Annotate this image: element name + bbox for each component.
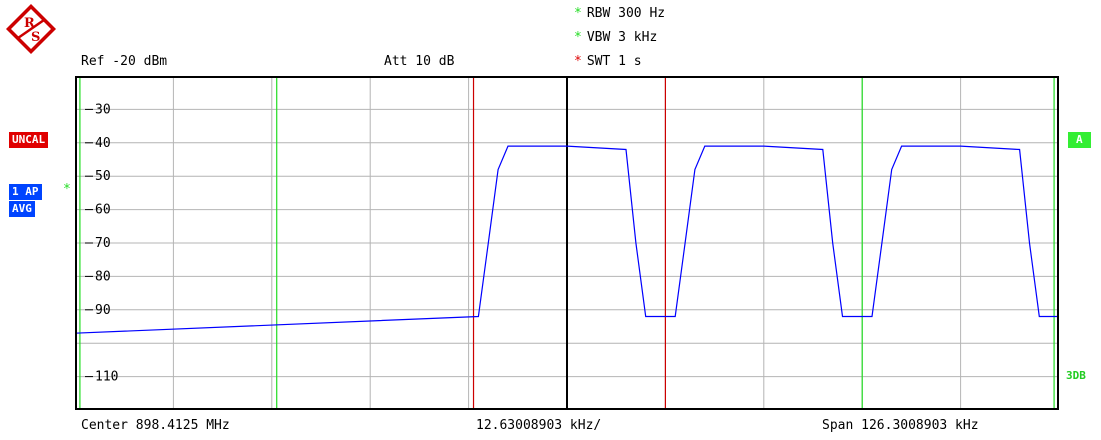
y-tick-label: 50 [95,169,111,184]
vbw-setting[interactable]: * VBW 3 kHz [574,30,658,45]
markers [79,76,1055,410]
y-tick-label: 80 [95,269,111,284]
svg-text:S: S [31,30,40,45]
svg-text:R: R [24,16,35,31]
asterisk-icon: * [63,182,71,197]
asterisk-icon: * [574,6,582,21]
trace-detector-badge[interactable]: 1 AP [9,184,42,200]
rbw-setting[interactable]: * RBW 300 Hz [574,6,666,21]
limit-3db-label: 3DB [1066,369,1086,382]
y-tick-label: 30 [95,102,111,117]
asterisk-icon: * [574,54,582,69]
span-label: Span 126.3008903 kHz [822,418,979,433]
y-tick-label: 70 [95,236,111,251]
trace-a-badge[interactable]: A [1068,132,1091,148]
ref-level-label: Ref -20 dBm [81,54,168,69]
trace-mode-badge[interactable]: AVG [9,201,35,217]
y-tick-label: 90 [95,303,111,318]
y-tick-label: 110 [95,370,118,385]
trace-line [75,145,1059,334]
y-tick-label: 40 [95,136,111,151]
frequency-per-division-label: 12.63008903 kHz/ [476,418,602,433]
swt-setting[interactable]: * SWT 1 s [574,54,642,69]
attenuation-label: Att 10 dB [384,54,455,69]
y-tick-label: 60 [95,203,111,218]
spectrum-plot[interactable]: 30 40 50 60 70 80 90 110 [75,76,1059,410]
rohde-schwarz-logo-icon: R S [6,4,56,54]
center-frequency-label: Center 898.4125 MHz [81,418,230,433]
y-ticks: 30 40 50 60 70 80 90 110 [85,102,118,385]
uncal-badge: UNCAL [9,132,49,148]
asterisk-icon: * [574,30,582,45]
plot-frame [75,76,1059,410]
